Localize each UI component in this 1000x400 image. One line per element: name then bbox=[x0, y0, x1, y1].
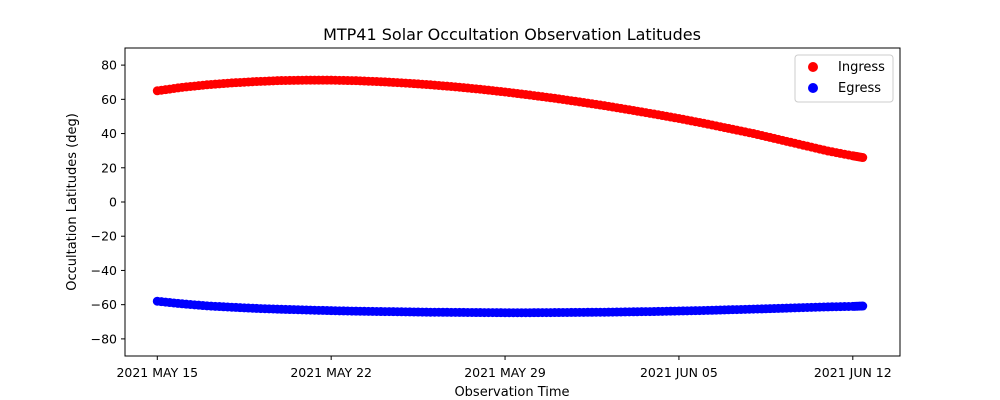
data-point bbox=[858, 153, 868, 163]
y-tick-label: −20 bbox=[91, 229, 117, 244]
chart-title: MTP41 Solar Occultation Observation Lati… bbox=[323, 25, 701, 44]
y-tick-label: 60 bbox=[101, 92, 117, 107]
y-tick-label: 40 bbox=[101, 126, 117, 141]
plot-area bbox=[124, 47, 901, 357]
x-axis-label: Observation Time bbox=[454, 385, 569, 400]
x-axis: 2021 MAY 15 2021 MAY 22 2021 MAY 29 2021 JU… bbox=[116, 356, 892, 380]
y-tick-label: 0 bbox=[109, 195, 117, 210]
y-tick-label: −40 bbox=[91, 263, 117, 278]
series-layer bbox=[152, 75, 868, 318]
y-axis: 80 60 40 20 0 −20 −40 −60 −80 bbox=[91, 58, 125, 346]
series-ingress bbox=[152, 75, 868, 163]
legend-label-egress: Egress bbox=[838, 81, 881, 96]
legend-label-ingress: Ingress bbox=[838, 60, 885, 75]
y-tick-label: −80 bbox=[91, 331, 117, 346]
x-tick-label: 2021 MAY 22 bbox=[290, 365, 372, 380]
legend-marker-egress bbox=[808, 83, 818, 93]
data-point bbox=[858, 301, 868, 311]
legend-marker-ingress bbox=[808, 62, 818, 72]
y-tick-label: −60 bbox=[91, 297, 117, 312]
legend: Ingress Egress bbox=[794, 54, 894, 103]
y-tick-label: 80 bbox=[101, 58, 117, 73]
x-tick-label: 2021 JUN 05 bbox=[640, 365, 718, 380]
x-tick-label: 2021 MAY 29 bbox=[464, 365, 546, 380]
x-tick-label: 2021 MAY 15 bbox=[116, 365, 198, 380]
y-tick-label: 20 bbox=[101, 160, 117, 175]
series-egress bbox=[152, 296, 868, 318]
y-axis-label: Occultation Latitudes (deg) bbox=[65, 113, 80, 291]
x-tick-label: 2021 JUN 12 bbox=[814, 365, 892, 380]
legend-box bbox=[794, 54, 894, 103]
